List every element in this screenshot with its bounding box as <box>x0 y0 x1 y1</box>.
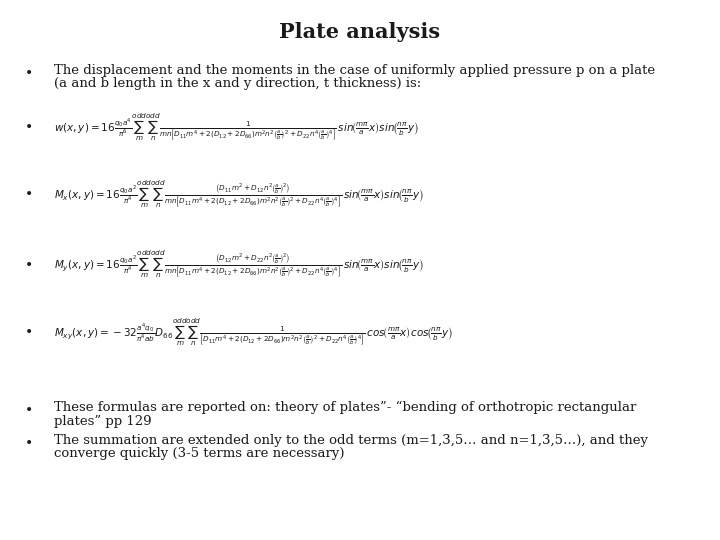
Text: •: • <box>25 258 33 272</box>
Text: $M_x(x,y) = 16\frac{q_0 a^2}{\pi^4}\sum_m^{odd}\sum_n^{odd}\frac{\left(D_{11}m^2: $M_x(x,y) = 16\frac{q_0 a^2}{\pi^4}\sum_… <box>54 179 424 210</box>
Text: The summation are extended only to the odd terms (m=1,3,5… and n=1,3,5…), and th: The summation are extended only to the o… <box>54 434 648 447</box>
Text: $M_y(x,y) = 16\frac{q_0 a^2}{\pi^4}\sum_m^{odd}\sum_n^{odd}\frac{\left(D_{12}m^2: $M_y(x,y) = 16\frac{q_0 a^2}{\pi^4}\sum_… <box>54 249 424 280</box>
Text: •: • <box>25 403 33 417</box>
Text: Plate analysis: Plate analysis <box>279 22 441 42</box>
Text: plates” pp 129: plates” pp 129 <box>54 415 152 428</box>
Text: •: • <box>25 187 33 201</box>
Text: •: • <box>25 120 33 134</box>
Text: $M_{xy}(x,y) = -32\frac{a^4 q_0}{\pi^4 ab}D_{66}\sum_m^{odd}\sum_n^{odd}\frac{1}: $M_{xy}(x,y) = -32\frac{a^4 q_0}{\pi^4 a… <box>54 316 453 348</box>
Text: These formulas are reported on: theory of plates”- “bending of orthotropic recta: These formulas are reported on: theory o… <box>54 401 636 414</box>
Text: converge quickly (3-5 terms are necessary): converge quickly (3-5 terms are necessar… <box>54 447 344 460</box>
Text: •: • <box>25 325 33 339</box>
Text: •: • <box>25 66 33 80</box>
Text: $w(x,y) = 16\frac{q_0 a^4}{\pi^6}\sum_m^{odd}\sum_n^{odd}\frac{1}{mn\left[D_{11}: $w(x,y) = 16\frac{q_0 a^4}{\pi^6}\sum_m^… <box>54 111 419 143</box>
Text: •: • <box>25 436 33 450</box>
Text: The displacement and the moments in the case of uniformly applied pressure p on : The displacement and the moments in the … <box>54 64 655 77</box>
Text: (a and b length in the x and y direction, t thickness) is:: (a and b length in the x and y direction… <box>54 77 421 90</box>
